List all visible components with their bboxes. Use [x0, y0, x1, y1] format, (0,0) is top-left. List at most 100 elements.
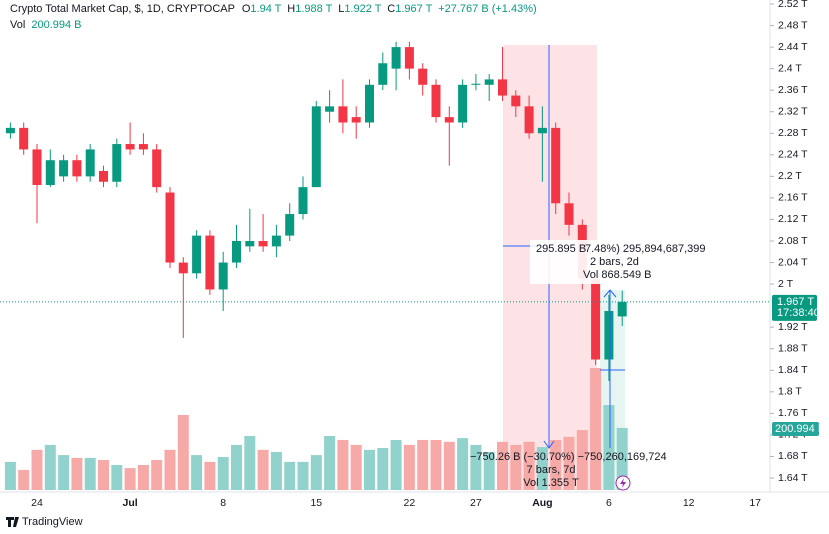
- legend-key: O: [242, 3, 251, 15]
- volume-bar: [270, 452, 282, 490]
- x-tick-label: Aug: [532, 497, 552, 509]
- candle-body: [404, 47, 414, 69]
- y-tick-label: 2.04 T: [778, 256, 808, 268]
- candle-body: [112, 144, 122, 182]
- volume-bar: [58, 455, 70, 490]
- candle-body: [537, 127, 547, 134]
- x-tick-label: 6: [606, 497, 612, 509]
- y-tick-label: 2.24 T: [778, 149, 808, 161]
- candle-body: [365, 84, 374, 123]
- volume-bar: [191, 455, 203, 490]
- volume-bar: [576, 430, 588, 490]
- y-tick-label: 2.52 T: [778, 0, 808, 10]
- legend-key: C: [387, 3, 395, 15]
- candle-body: [32, 149, 42, 185]
- icon: [620, 478, 626, 488]
- x-tick-label: 22: [404, 497, 416, 509]
- volume-bar: [98, 460, 109, 490]
- candle-body: [178, 262, 188, 274]
- y-tick-label: 2 T: [778, 278, 794, 290]
- volume-bar: [44, 444, 56, 490]
- volume-bar: [217, 456, 229, 490]
- candle-body: [45, 160, 55, 185]
- candle-body: [125, 144, 135, 150]
- volume-bar: [297, 461, 309, 490]
- candle-body: [591, 278, 601, 360]
- candle-body: [298, 187, 308, 215]
- candle-body: [338, 106, 348, 123]
- candle-body: [564, 203, 574, 225]
- volume-bar: [151, 460, 163, 490]
- candle-body: [245, 241, 255, 247]
- legend-key: H: [287, 3, 295, 15]
- volume-bar: [18, 469, 30, 490]
- axis-layer: 2.52 T 2.48 T 2.44 T 2.4 T 2.36 T 2.32 T 2.28 …: [31, 0, 808, 509]
- measure-text: Vol 868.549 B: [583, 269, 652, 281]
- legend-value: 1.967 T: [395, 3, 432, 15]
- candle-body: [258, 241, 268, 247]
- volume-bar: [497, 441, 508, 490]
- volume-bar: [111, 464, 123, 490]
- volume-bar: [443, 441, 455, 490]
- candle-body: [431, 84, 441, 118]
- volume-bar: [430, 439, 442, 490]
- x-tick-label: 12: [683, 497, 695, 509]
- volume-bar: [310, 455, 322, 490]
- volume-bar: [603, 405, 615, 490]
- x-tick-label: 24: [31, 497, 43, 509]
- volume-bar: [31, 449, 43, 490]
- legend-value: 200.994 B: [31, 19, 81, 31]
- candle-body: [444, 117, 454, 123]
- volume-bar: [137, 464, 149, 490]
- candle-body: [378, 63, 388, 85]
- candle-body: [551, 127, 561, 204]
- volume-bar: [417, 439, 429, 490]
- last-price-label: 1.967 T: [777, 296, 814, 308]
- volume-bar: [204, 461, 216, 490]
- volume-bar: [377, 447, 389, 490]
- candle-body: [218, 262, 228, 290]
- y-tick-label: 2.28 T: [778, 127, 808, 139]
- measure-text: 7.48%) 295,894,687,399: [585, 243, 706, 255]
- y-tick-label: 2.16 T: [778, 192, 808, 204]
- volume-bar: [523, 441, 535, 490]
- y-tick-label: 2.32 T: [778, 106, 808, 118]
- y-tick-label: 2.4 T: [778, 62, 802, 74]
- volume-bar: [550, 439, 562, 490]
- y-tick-label: 2.48 T: [778, 19, 808, 31]
- legend-value: 1.94 T: [250, 3, 281, 15]
- volume-bar: [284, 461, 296, 490]
- last-price-box: [772, 294, 817, 321]
- volume-bar: [536, 447, 548, 490]
- x-tick-label: 8: [220, 497, 226, 509]
- volume-bar: [84, 457, 96, 490]
- candle-body: [524, 106, 534, 134]
- volume-bar: [164, 449, 176, 490]
- candle-body: [72, 160, 82, 177]
- legend: Crypto Total Market Cap, $, 1D, CRYPTOCA…: [10, 3, 537, 15]
- y-tick-label: 1.76 T: [778, 407, 808, 419]
- logo: [6, 517, 19, 527]
- y-tick-label: 2.2 T: [778, 170, 802, 182]
- volume-bar: [457, 438, 469, 490]
- x-tick-label: 17: [749, 497, 761, 509]
- legend-key: Vol: [10, 19, 25, 31]
- volume-bar: [257, 449, 269, 490]
- y-tick-label: 2.12 T: [778, 213, 808, 225]
- candle-body: [484, 79, 494, 85]
- candle-body: [458, 84, 468, 123]
- candle-body: [418, 68, 428, 85]
- candle-body: [5, 127, 15, 134]
- candle-body: [59, 160, 69, 177]
- candle-body: [617, 301, 627, 317]
- candle-body: [165, 192, 175, 263]
- volume-bar: [563, 436, 575, 490]
- y-tick-label: 1.88 T: [778, 343, 808, 355]
- y-tick-label: 1.68 T: [778, 450, 808, 462]
- volume-bar: [71, 457, 83, 490]
- brand: TradingView: [22, 516, 83, 528]
- volume-bar: [177, 414, 189, 490]
- candle-body: [471, 83, 481, 85]
